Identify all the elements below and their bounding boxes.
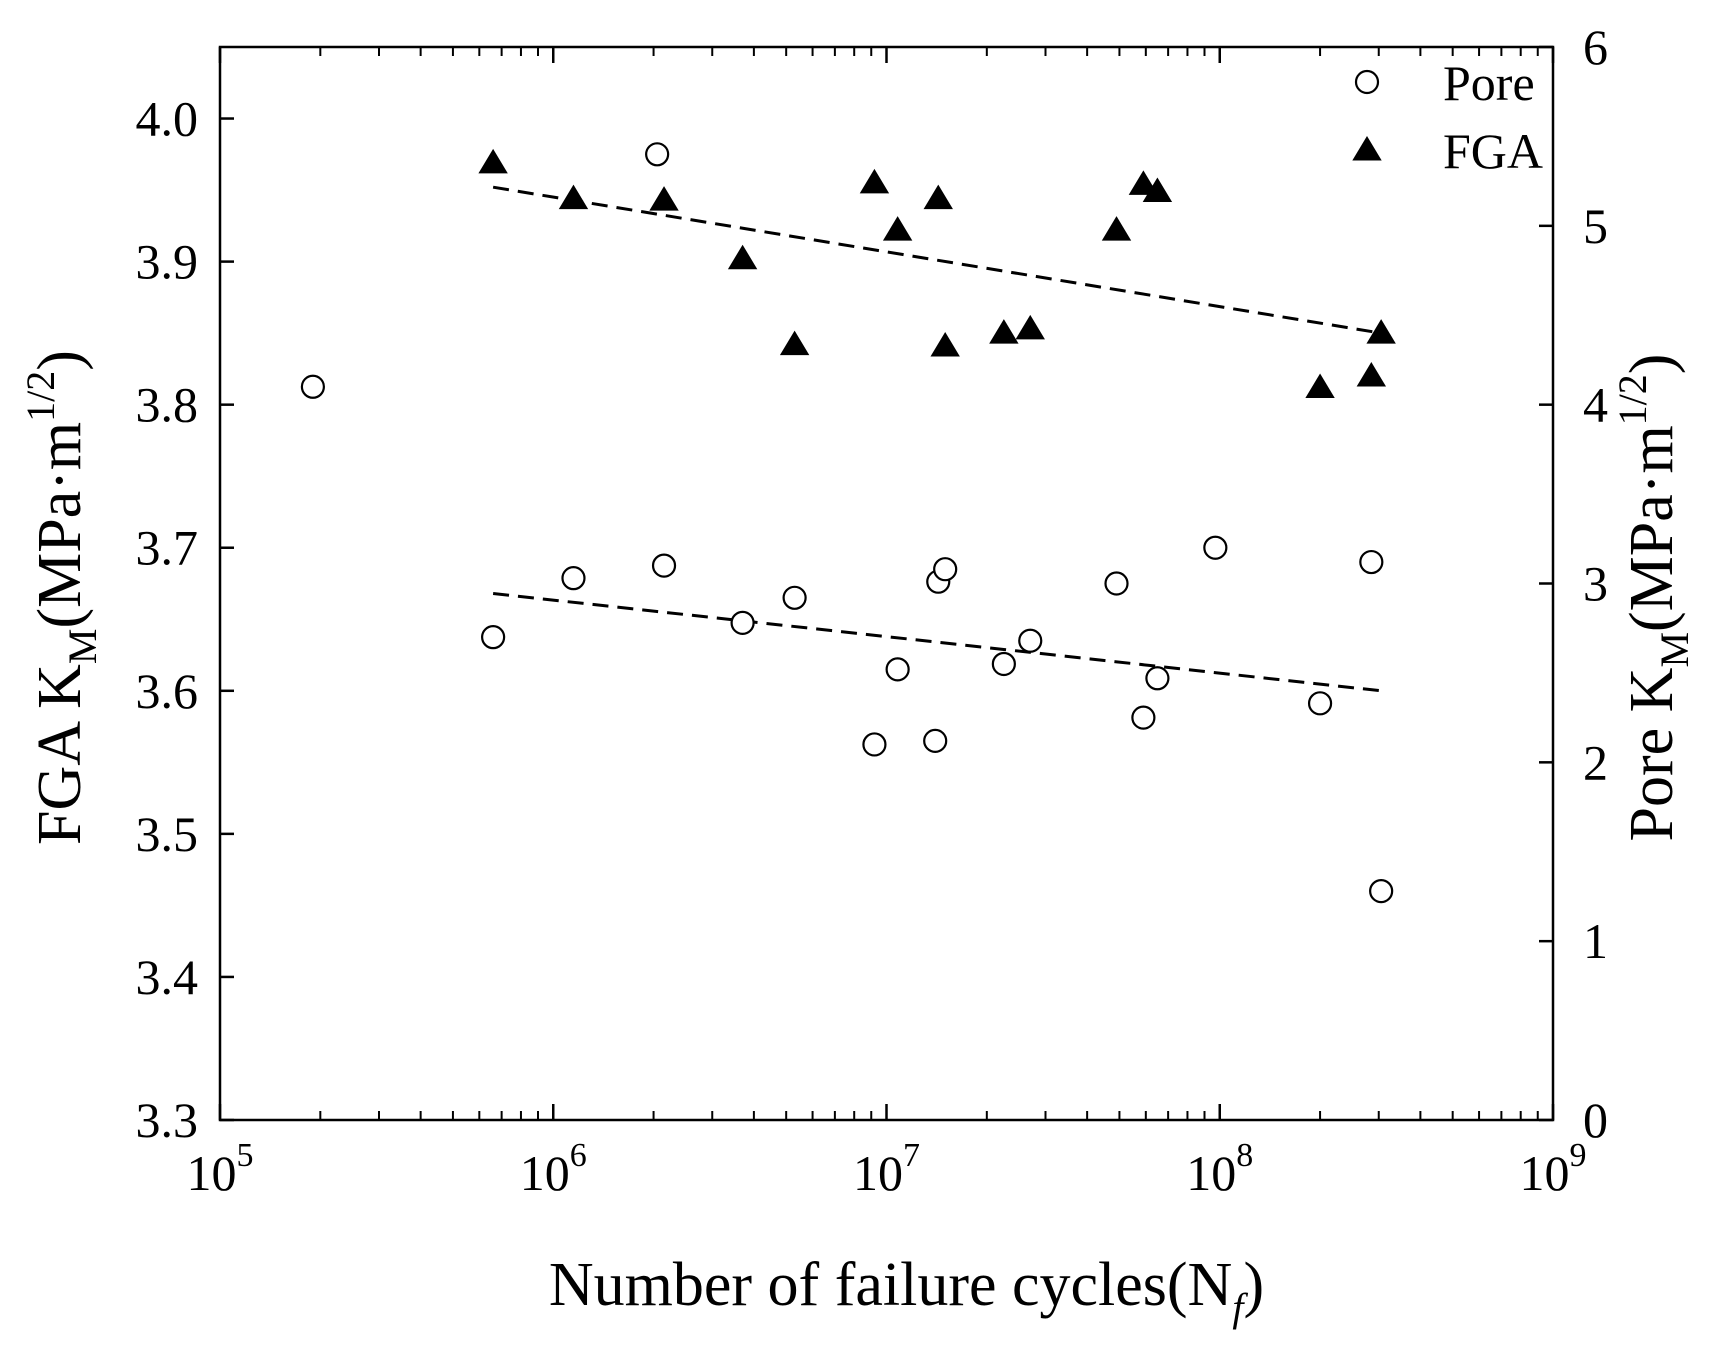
data-point-pore: [1307, 691, 1333, 716]
data-point-pore: [933, 557, 958, 582]
data-point-fga: [558, 184, 589, 210]
data-point-pore: [651, 553, 677, 578]
y-left-tick-label: 3.4: [136, 949, 199, 1005]
legend-label: FGA: [1443, 123, 1543, 179]
plot-frame: [218, 45, 1555, 1122]
data-point-fga: [1366, 319, 1396, 344]
x-tick-label: 106: [520, 1137, 587, 1201]
y-left-tick-label: 3.3: [136, 1092, 199, 1148]
data-point-fga: [478, 148, 508, 174]
legend: Pore FGA: [1352, 55, 1543, 179]
y-right-tick-label: 4: [1583, 377, 1608, 433]
data-point-pore: [782, 585, 807, 610]
data-point-fga: [1101, 216, 1132, 241]
y-left-tick-label: 3.5: [136, 806, 199, 862]
data-point-fga: [923, 184, 953, 210]
data-point-fga: [727, 244, 758, 270]
data-point-pore: [730, 610, 755, 635]
data-point-fga: [1015, 314, 1045, 340]
data-point-fga: [930, 332, 960, 357]
y-left-axis-title: FGA KM(MPa·m1/2): [18, 350, 105, 845]
data-point-pore: [1145, 666, 1170, 691]
data-point-pore: [923, 728, 948, 753]
data-point-pore: [1018, 628, 1043, 653]
y-left-tick-label: 3.7: [136, 520, 199, 576]
data-point-pore: [481, 625, 506, 650]
y-right-axis-title: Pore KM(MPa·m1/2): [1610, 354, 1697, 842]
axis-titles: Number of failure cycles(Nf) FGA KM(MPa·m…: [18, 350, 1697, 1330]
x-tick-label: 109: [1520, 1137, 1587, 1201]
y-left-tick-label: 3.8: [136, 377, 199, 433]
data-point-pore: [885, 657, 910, 682]
data-point-fga: [649, 186, 679, 211]
data-point-pore: [1131, 705, 1156, 730]
data-point-pore: [862, 732, 887, 757]
data-point-pore: [1369, 878, 1394, 904]
data-markers: [300, 142, 1396, 904]
y-right-tick-label: 5: [1583, 198, 1608, 254]
trend-lines: [492, 185, 1382, 693]
data-point-fga: [1305, 373, 1335, 398]
data-point-fga: [779, 330, 810, 356]
data-point-pore: [300, 374, 325, 399]
y-left-tick-label: 3.6: [136, 663, 199, 719]
y-left-tick-label: 4.0: [136, 91, 199, 147]
axes: 105 106 107 108 109 3.3 3.4 3.5 3.6 3.7 3.8 3.9 4.0 0…: [136, 19, 1609, 1201]
y-left-tick-label: 3.9: [136, 234, 199, 290]
data-point-pore: [1359, 549, 1384, 575]
data-point-fga: [882, 216, 913, 241]
y-right-tick-label: 1: [1583, 913, 1608, 969]
y-right-tick-label: 6: [1583, 19, 1608, 75]
legend-marker-fga: [1352, 136, 1382, 161]
trend-line: [492, 592, 1382, 693]
data-point-pore: [561, 566, 586, 591]
data-point-pore: [991, 651, 1016, 677]
x-tick-label: 108: [1186, 1137, 1253, 1201]
y-right-tick-label: 2: [1583, 734, 1608, 790]
x-tick-label: 107: [853, 1137, 920, 1201]
y-right-tick-label: 3: [1583, 556, 1608, 612]
x-tick-label: 105: [187, 1137, 254, 1201]
data-point-pore: [645, 142, 670, 167]
y-right-tick-label: 0: [1583, 1092, 1608, 1148]
x-axis-title: Number of failure cycles(Nf): [549, 1251, 1264, 1330]
legend-marker-pore: [1354, 69, 1380, 95]
data-point-fga: [1142, 177, 1173, 202]
data-point-pore: [1203, 535, 1228, 560]
data-point-pore: [1104, 571, 1129, 596]
data-point-fga: [1356, 362, 1387, 387]
data-point-fga: [989, 319, 1019, 344]
legend-label: Pore: [1443, 55, 1535, 111]
data-point-fga: [859, 168, 890, 194]
